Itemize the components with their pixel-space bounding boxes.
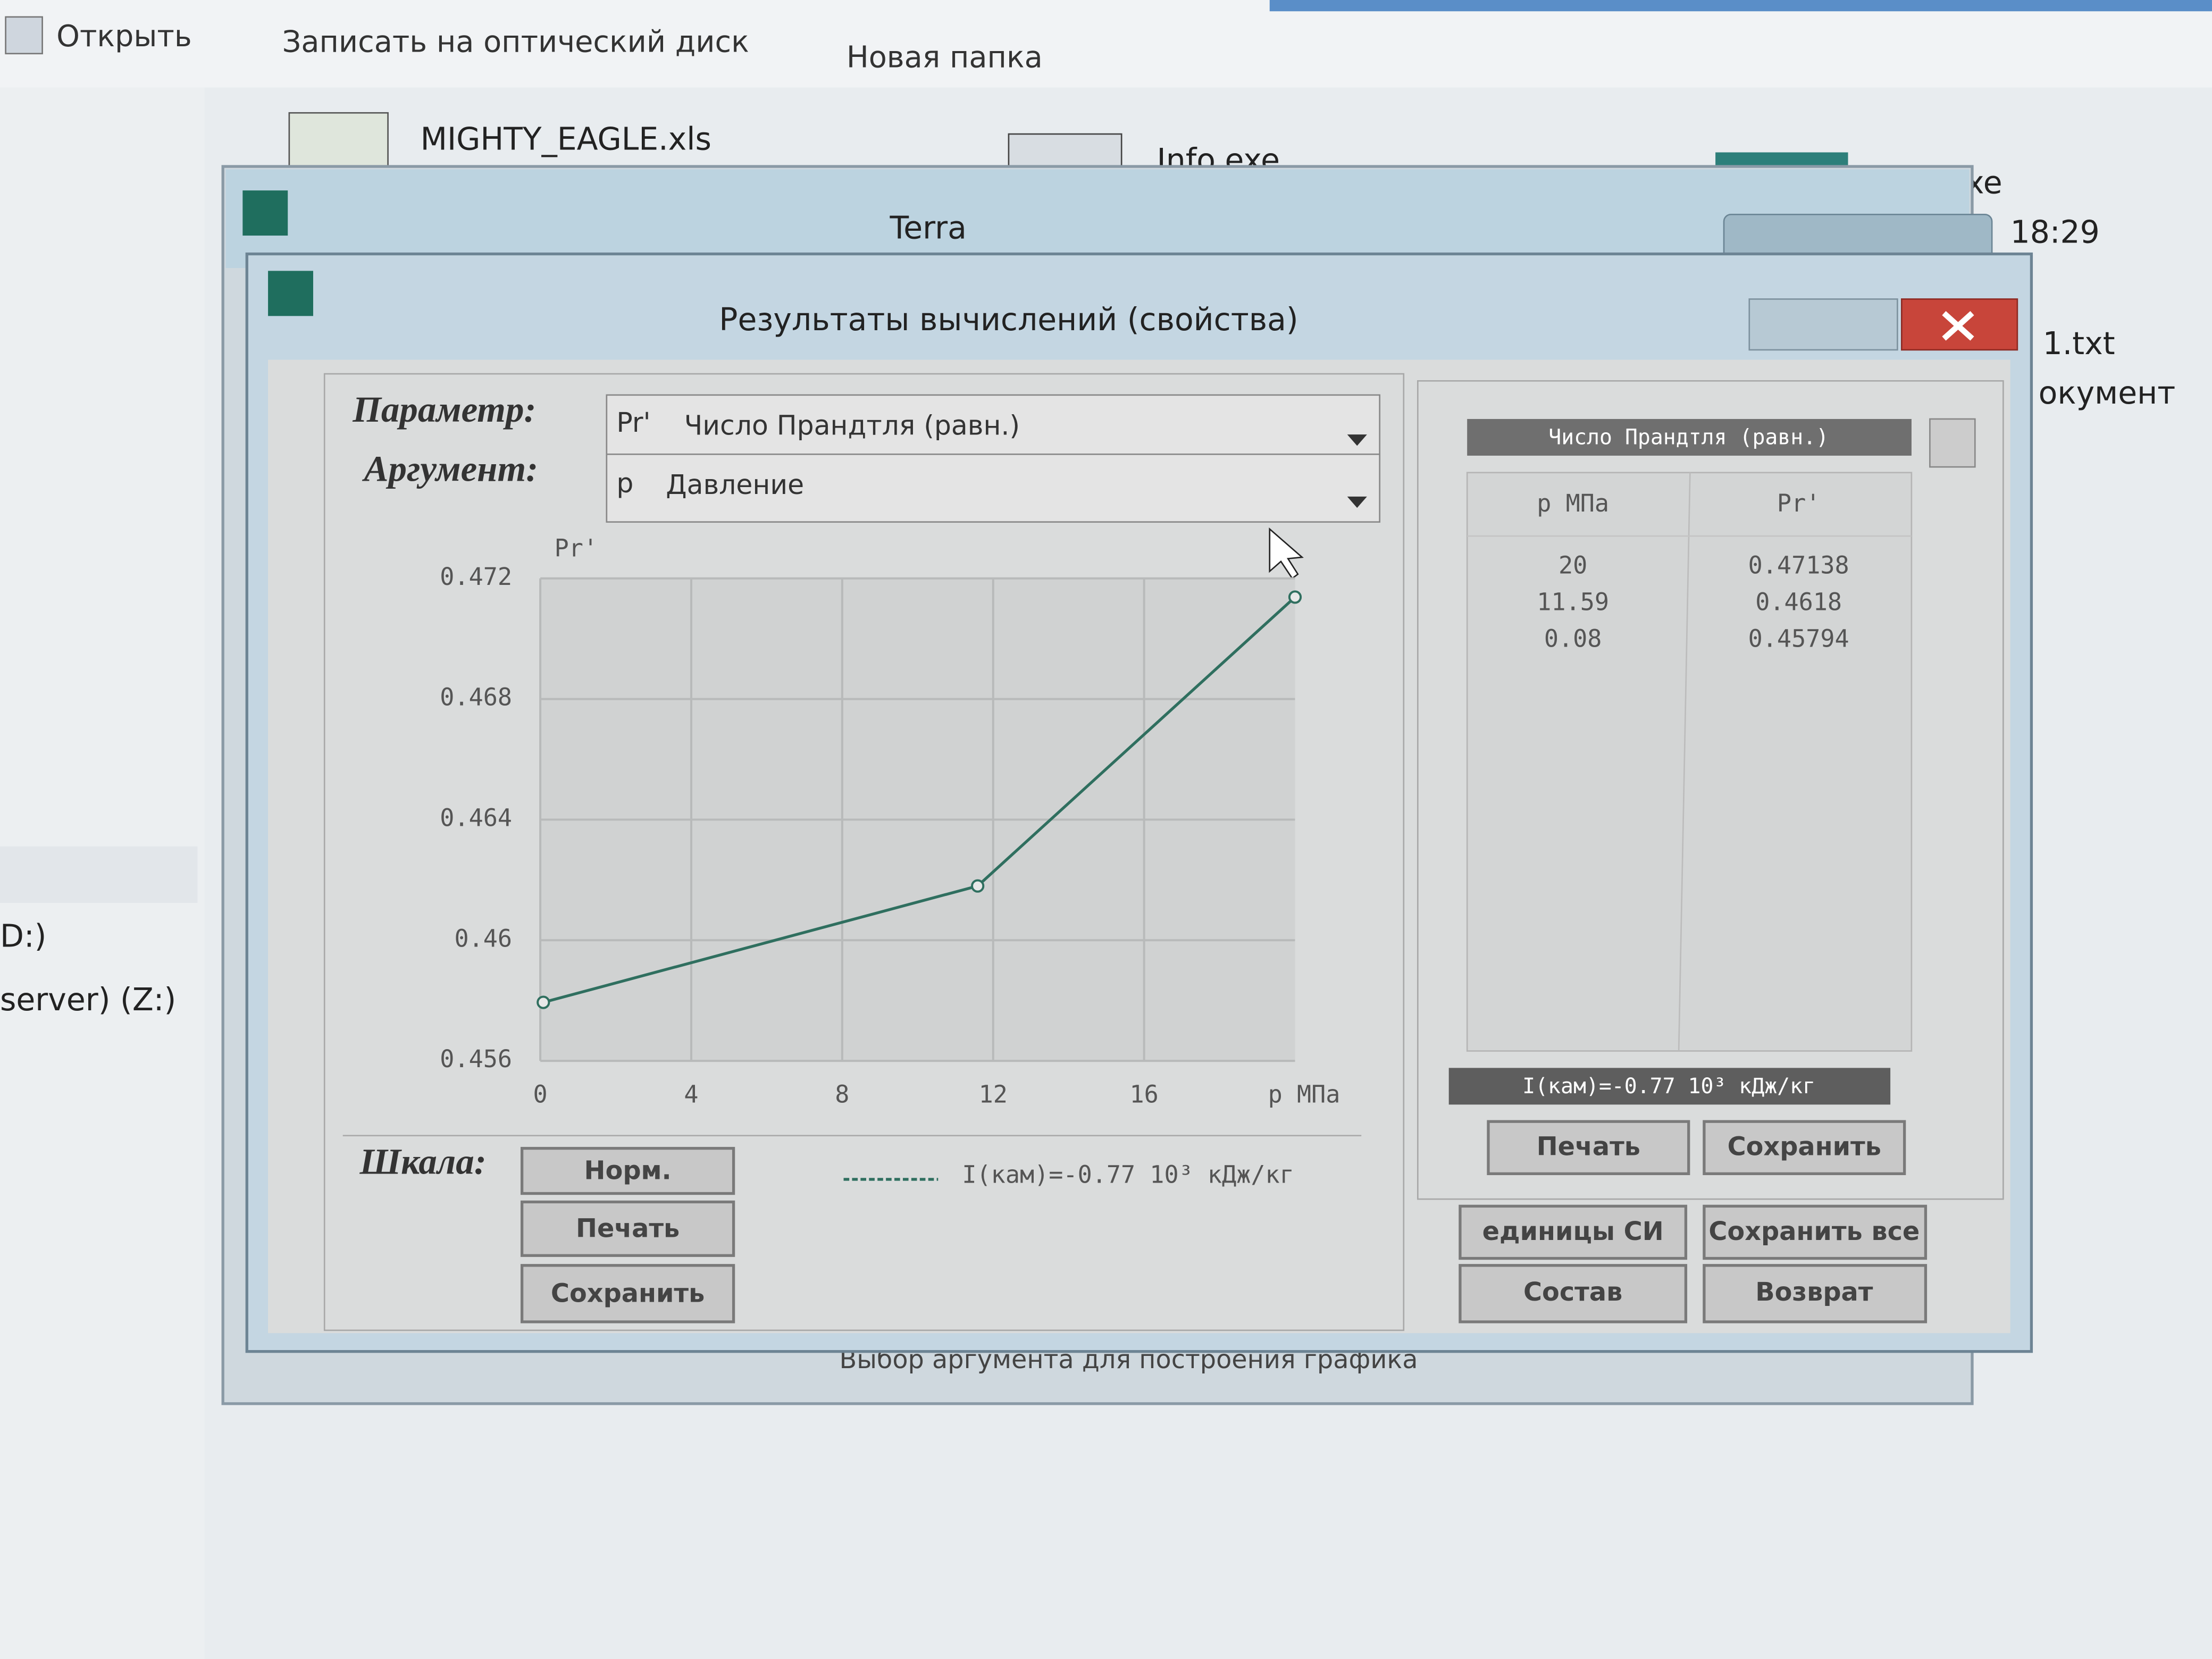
combo-code: Pr' bbox=[616, 407, 650, 438]
button-label: единицы СИ bbox=[1482, 1217, 1664, 1246]
button-label: Сохранить bbox=[1728, 1133, 1881, 1162]
table-footer-bar bbox=[1448, 1068, 1891, 1105]
y-tick-label: 0.46 bbox=[454, 924, 512, 952]
data-point bbox=[537, 995, 550, 1009]
window-title: Результаты вычислений (свойства) bbox=[719, 301, 1298, 338]
button-label: Печать bbox=[1537, 1133, 1640, 1162]
field-label: Аргумент: bbox=[362, 449, 538, 489]
file-name[interactable]: 1.txt bbox=[2043, 325, 2115, 362]
argument-combo[interactable]: p Давление bbox=[606, 453, 1381, 523]
column-header: Pr' bbox=[1777, 489, 1820, 517]
table-cell: 20 bbox=[1559, 551, 1587, 580]
combo-arrow bbox=[1347, 496, 1367, 508]
x-tick-label: 8 bbox=[835, 1080, 849, 1108]
combo-box bbox=[606, 453, 1381, 523]
app-icon bbox=[242, 190, 288, 236]
nav-item[interactable]: server) (Z:) bbox=[0, 982, 176, 1018]
y-axis-label: Pr' bbox=[555, 534, 598, 563]
toolbar-label: Открыть bbox=[56, 19, 192, 54]
x-tick-label: 0 bbox=[533, 1080, 548, 1108]
y-tick-label: 0.468 bbox=[440, 683, 512, 711]
table-cell: 11.59 bbox=[1537, 588, 1609, 616]
nav-item[interactable]: D:) bbox=[0, 918, 46, 954]
right-panel bbox=[1417, 380, 2004, 1200]
y-tick-label: 0.472 bbox=[440, 563, 512, 591]
table-body: p МПа Pr' 20 0.47138 11.59 0.4618 0.08 0.45794 bbox=[1537, 489, 1849, 653]
file-time: 18:29 bbox=[2010, 214, 2100, 250]
parameter-combo[interactable]: Pr' Число Прандтля (равн.) bbox=[606, 394, 1381, 461]
button[interactable]: единицы СИ bbox=[1459, 1204, 1688, 1260]
button-label: Сохранить все bbox=[1708, 1217, 1920, 1246]
button-label: Возврат bbox=[1755, 1278, 1873, 1307]
close-glyph bbox=[1942, 311, 1974, 341]
title-edge bbox=[1269, 0, 2212, 12]
toolbar-label: Записать на оптический диск bbox=[282, 24, 749, 59]
table-icon-button[interactable] bbox=[1929, 418, 1976, 468]
cursor bbox=[1269, 527, 1304, 580]
combo-arrow bbox=[1347, 434, 1367, 446]
x-tick-label: 12 bbox=[979, 1080, 1008, 1108]
y-tick-label: 0.456 bbox=[440, 1045, 512, 1073]
combo-code: p bbox=[616, 467, 633, 499]
table bbox=[1466, 472, 1913, 1052]
x-tick-label: 16 bbox=[1129, 1080, 1158, 1108]
table-cell: 0.08 bbox=[1544, 624, 1602, 652]
window-title: Terra bbox=[890, 210, 967, 246]
table-title: Число Прандтля (равн.) bbox=[1548, 425, 1829, 450]
field-label: Параметр: bbox=[352, 389, 536, 430]
app-icon bbox=[268, 271, 313, 316]
table-title-bar bbox=[1467, 418, 1912, 456]
x-tick-label: 4 bbox=[684, 1080, 698, 1108]
toolbar-burn[interactable]: Записать на оптический диск bbox=[282, 24, 749, 59]
button[interactable]: Сохранить bbox=[520, 1264, 735, 1323]
button[interactable]: Норм. bbox=[520, 1146, 735, 1195]
column-header: p МПа bbox=[1537, 489, 1609, 517]
button[interactable]: Состав bbox=[1459, 1264, 1688, 1323]
combo-text: Давление bbox=[666, 469, 804, 500]
button[interactable]: Сохранить все bbox=[1703, 1204, 1928, 1260]
table-divider bbox=[1678, 472, 1691, 1051]
button-label: Сохранить bbox=[551, 1279, 705, 1309]
button[interactable]: Возврат bbox=[1703, 1264, 1928, 1323]
button[interactable]: Печать bbox=[1487, 1120, 1690, 1175]
terra-titlebar bbox=[225, 169, 1970, 269]
button[interactable]: Печать bbox=[520, 1200, 735, 1257]
button[interactable]: Сохранить bbox=[1703, 1120, 1906, 1175]
data-point bbox=[971, 879, 985, 893]
file-name[interactable]: MIGHTY_EAGLE.xls bbox=[421, 121, 711, 157]
close-button[interactable] bbox=[1900, 298, 2018, 351]
toolbar bbox=[0, 0, 2212, 88]
left-panel bbox=[323, 373, 1405, 1331]
table-footer: I(кам)=-0.77 10³ кДж/кг bbox=[1522, 1074, 1815, 1099]
combo-box bbox=[606, 394, 1381, 461]
y-tick-label: 0.464 bbox=[440, 803, 512, 832]
toolbar-new-folder[interactable]: Новая папка bbox=[847, 40, 1043, 75]
legend-label: I(кам)=-0.77 10³ кДж/кг bbox=[962, 1161, 1294, 1189]
table-cell: 0.47138 bbox=[1748, 551, 1849, 580]
chart: 0.456 0.46 0.464 0.468 0.472 0 4 8 12 16 Pr' p МПа I… bbox=[440, 534, 1340, 1189]
min-max-buttons[interactable] bbox=[1748, 298, 1898, 351]
open-icon bbox=[5, 16, 43, 55]
table-cell: 0.4618 bbox=[1755, 588, 1842, 616]
button-label: Состав bbox=[1523, 1278, 1622, 1307]
toolbar-label: Новая папка bbox=[847, 40, 1043, 75]
nav-selection bbox=[0, 846, 198, 903]
file-type: окумент bbox=[2039, 375, 2176, 411]
data-point bbox=[1288, 590, 1302, 604]
table-cell: 0.45794 bbox=[1748, 624, 1849, 652]
combo-text: Число Прандтля (равн.) bbox=[684, 409, 1020, 441]
toolbar-open[interactable]: Открыть bbox=[56, 19, 192, 54]
x-axis-label: p МПа bbox=[1268, 1080, 1340, 1108]
field-label: Шкала: bbox=[359, 1141, 487, 1182]
button-label: Печать bbox=[576, 1214, 680, 1243]
button-label: Норм. bbox=[584, 1157, 672, 1186]
